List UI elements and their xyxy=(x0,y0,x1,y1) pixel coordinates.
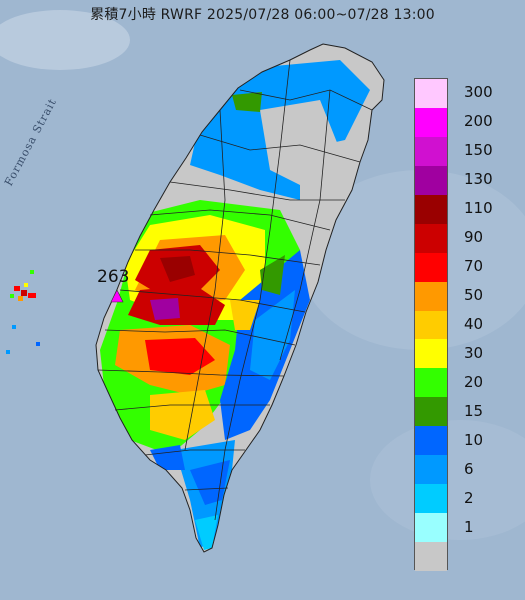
legend-label: 30 xyxy=(464,343,484,362)
legend-swatch xyxy=(415,426,447,456)
legend-label: 15 xyxy=(464,401,484,420)
legend-swatch xyxy=(415,455,447,485)
legend-label: 110 xyxy=(464,199,493,218)
legend-swatch xyxy=(415,310,447,340)
map-title: 累積7小時 RWRF 2025/07/28 06:00~07/28 13:00 xyxy=(90,7,435,23)
coastline xyxy=(95,43,385,553)
legend-label: 70 xyxy=(464,257,484,276)
legend-label: 150 xyxy=(464,141,493,160)
max-value-label: 263 xyxy=(97,267,130,287)
legend-swatch xyxy=(415,136,447,166)
legend-label: 6 xyxy=(464,459,474,478)
legend-label: 1 xyxy=(464,517,474,536)
legend-swatch xyxy=(415,513,447,542)
legend-label: 2 xyxy=(464,488,474,507)
legend-swatch xyxy=(415,281,447,311)
legend-swatch xyxy=(415,223,447,253)
legend-swatch xyxy=(415,484,447,514)
legend-label: 300 xyxy=(464,83,493,102)
legend-swatch xyxy=(415,79,447,108)
legend-color-bar xyxy=(414,78,448,571)
legend-swatch xyxy=(415,194,447,224)
boundary-lines xyxy=(97,59,373,521)
rainfall-legend: 300 200 150 130 110 90 70 50 40 30 20 15 10 6 2 1 xyxy=(414,78,506,571)
legend-label: 40 xyxy=(464,315,484,333)
legend-swatch xyxy=(415,252,447,282)
legend-label: 20 xyxy=(464,372,484,391)
legend-swatch xyxy=(415,397,447,427)
max-value-marker xyxy=(110,289,124,303)
legend-label: 10 xyxy=(464,430,484,449)
legend-swatch xyxy=(415,339,447,369)
legend-swatch xyxy=(415,368,447,398)
legend-swatch xyxy=(415,107,447,137)
legend-label: 130 xyxy=(464,170,493,189)
legend-swatch xyxy=(415,542,447,571)
penghu-echoes xyxy=(6,270,40,354)
legend-label: 50 xyxy=(464,286,484,305)
legend-swatch xyxy=(415,165,447,195)
legend-label: 90 xyxy=(464,228,484,247)
legend-label: 200 xyxy=(464,112,493,131)
